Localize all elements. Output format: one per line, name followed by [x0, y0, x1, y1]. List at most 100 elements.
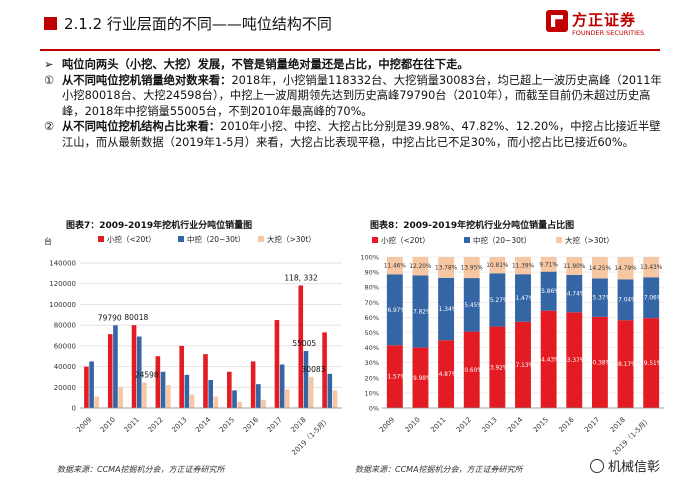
- point-2-heading: 从不同吨位挖机结构占比来看：: [62, 120, 221, 133]
- stack-large-2018: [617, 257, 634, 280]
- bar-large-2018: [308, 376, 314, 408]
- point-2-text: 2010年小挖、中挖、大挖占比分别是39.98%、47.82%、12.20%，中…: [62, 120, 661, 149]
- stack-large-2016: [566, 256, 583, 275]
- legend-label-2: 大挖（>30t）: [267, 234, 316, 244]
- data-label: 11.46%: [384, 264, 407, 270]
- stack-medium-2017: [591, 278, 608, 317]
- bar-medium-2019（1-5月）: [327, 373, 333, 408]
- y-tick-label: 10%: [365, 389, 379, 397]
- data-label: 44.87%: [435, 372, 458, 378]
- y-tick-label: 100%: [360, 254, 379, 262]
- x-tick-label: 2009: [75, 416, 93, 434]
- x-tick-label: 2016: [242, 415, 261, 434]
- data-label: 12.20%: [409, 264, 432, 270]
- data-label: 118, 332: [284, 273, 318, 282]
- arrow-bullet-icon: ➢: [44, 58, 54, 71]
- legend-swatch-1: [464, 237, 470, 243]
- x-tick-label: 2015: [218, 416, 236, 434]
- data-label: 35.45%: [461, 303, 484, 309]
- data-label: 41.34%: [435, 307, 458, 313]
- bar-medium-2018: [303, 351, 309, 408]
- x-tick-label: 2017: [583, 416, 601, 434]
- x-tick-label: 2018: [609, 416, 627, 434]
- y-tick-label: 0%: [369, 405, 379, 413]
- data-label: 64.43%: [538, 357, 561, 363]
- x-tick-label: 2011: [429, 416, 447, 434]
- bar-small-2018: [298, 285, 304, 408]
- y-tick-label: 40%: [365, 344, 379, 352]
- stack-medium-2009: [386, 274, 403, 346]
- data-label: 30083: [302, 365, 326, 374]
- stack-small-2017: [591, 316, 608, 408]
- y-tick-label: 60%: [365, 314, 379, 322]
- x-tick-label: 2015: [532, 416, 550, 434]
- legend-label-0: 小挖（<20t）: [107, 234, 156, 244]
- x-tick-label: 2010: [404, 416, 422, 434]
- bar-medium-2015: [232, 390, 237, 408]
- data-label: 41.57%: [384, 375, 407, 381]
- x-tick-label: 2014: [194, 415, 213, 434]
- stack-large-2019（1-5月）: [643, 257, 660, 278]
- data-label: 53.92%: [486, 365, 509, 371]
- stack-medium-2010: [412, 275, 429, 348]
- summary-bullet: ➢ 吨位向两头（小挖、大挖）发展，不管是销量绝对量还是占比，中挖都在往下走。: [44, 57, 664, 73]
- chart8-source: 数据来源：CCMA挖掘机分会，方正证券研究所: [355, 465, 523, 474]
- bar-large-2011: [142, 382, 147, 408]
- body-text: ➢ 吨位向两头（小挖、大挖）发展，不管是销量绝对量还是占比，中挖都在往下走。 ①…: [44, 57, 664, 150]
- legend-swatch-0: [98, 236, 104, 242]
- bar-large-2015: [237, 401, 243, 408]
- data-label: 58.17%: [614, 362, 637, 368]
- watermark-text: 机械信彰: [608, 460, 661, 475]
- page-title: 2.1.2 行业层面的不同——吨位结构不同: [64, 15, 332, 33]
- data-label: 11.90%: [563, 264, 586, 270]
- y-tick-label: 120000: [49, 280, 76, 288]
- y-tick-label: 140000: [49, 260, 76, 268]
- bar-small-2019（1-5月）: [322, 332, 327, 408]
- bar-medium-2010: [113, 325, 118, 408]
- data-label: 14.25%: [589, 266, 612, 272]
- bar-large-2017: [285, 389, 290, 408]
- bar-medium-2014: [208, 380, 213, 408]
- x-tick-label: 2012: [147, 416, 165, 434]
- data-label: 57.13%: [512, 363, 535, 369]
- stack-large-2015: [540, 257, 557, 272]
- y-tick-label: 20000: [54, 384, 76, 392]
- point-1-text: 2018年，小挖销量118332台、大挖销量30083台，均已超上一波历史高峰（…: [62, 73, 662, 118]
- chart8-title: 图表8：2009-2019年挖机行业分吨位销量占比图: [370, 221, 575, 231]
- founder-securities-logo: 方正证券 FOUNDER SECURITIES: [546, 8, 658, 48]
- legend-label-0: 小挖（<20t）: [381, 235, 430, 245]
- bar-small-2010: [107, 334, 113, 408]
- stack-large-2017: [591, 257, 608, 279]
- stack-large-2011: [438, 257, 455, 278]
- data-label: 27.04%: [614, 298, 637, 304]
- data-label: 80018: [124, 313, 148, 322]
- x-tick-label: 2013: [481, 416, 499, 434]
- point-2: ② 从不同吨位挖机结构占比来看：2010年小挖、中挖、大挖占比分别是39.98%…: [44, 119, 664, 150]
- stack-small-2013: [489, 326, 506, 408]
- data-label: 63.37%: [563, 358, 586, 364]
- bar-medium-2013: [184, 374, 190, 408]
- y-tick-label: 50%: [365, 329, 379, 337]
- summary-text: 吨位向两头（小挖、大挖）发展，不管是销量绝对量还是占比，中挖都在往下走。: [62, 58, 469, 71]
- bar-medium-2012: [160, 371, 166, 408]
- data-label: 35.27%: [486, 298, 509, 304]
- bar-large-2012: [165, 385, 171, 408]
- data-label: 9.71%: [539, 262, 558, 268]
- stack-medium-2019（1-5月）: [643, 277, 660, 319]
- stack-medium-2018: [617, 279, 634, 321]
- data-label: 55005: [292, 339, 316, 348]
- point-1-marker: ①: [44, 73, 55, 87]
- stack-small-2018: [617, 320, 634, 408]
- stack-large-2014: [515, 257, 531, 275]
- bar-medium-2016: [256, 384, 261, 408]
- y-tick-label: 80000: [54, 322, 76, 330]
- stack-medium-2016: [566, 274, 583, 313]
- y-tick-label: 40000: [54, 363, 76, 371]
- legend-label-2: 大挖（>30t）: [565, 235, 614, 245]
- data-label: 14.79%: [614, 266, 637, 272]
- point-2-marker: ②: [44, 120, 55, 133]
- data-label: 31.47%: [512, 296, 535, 302]
- slide-header: 2.1.2 行业层面的不同——吨位结构不同 方正证券 FOUNDER SECUR…: [0, 0, 700, 51]
- legend-swatch-1: [178, 236, 184, 242]
- bar-medium-2009: [89, 361, 94, 408]
